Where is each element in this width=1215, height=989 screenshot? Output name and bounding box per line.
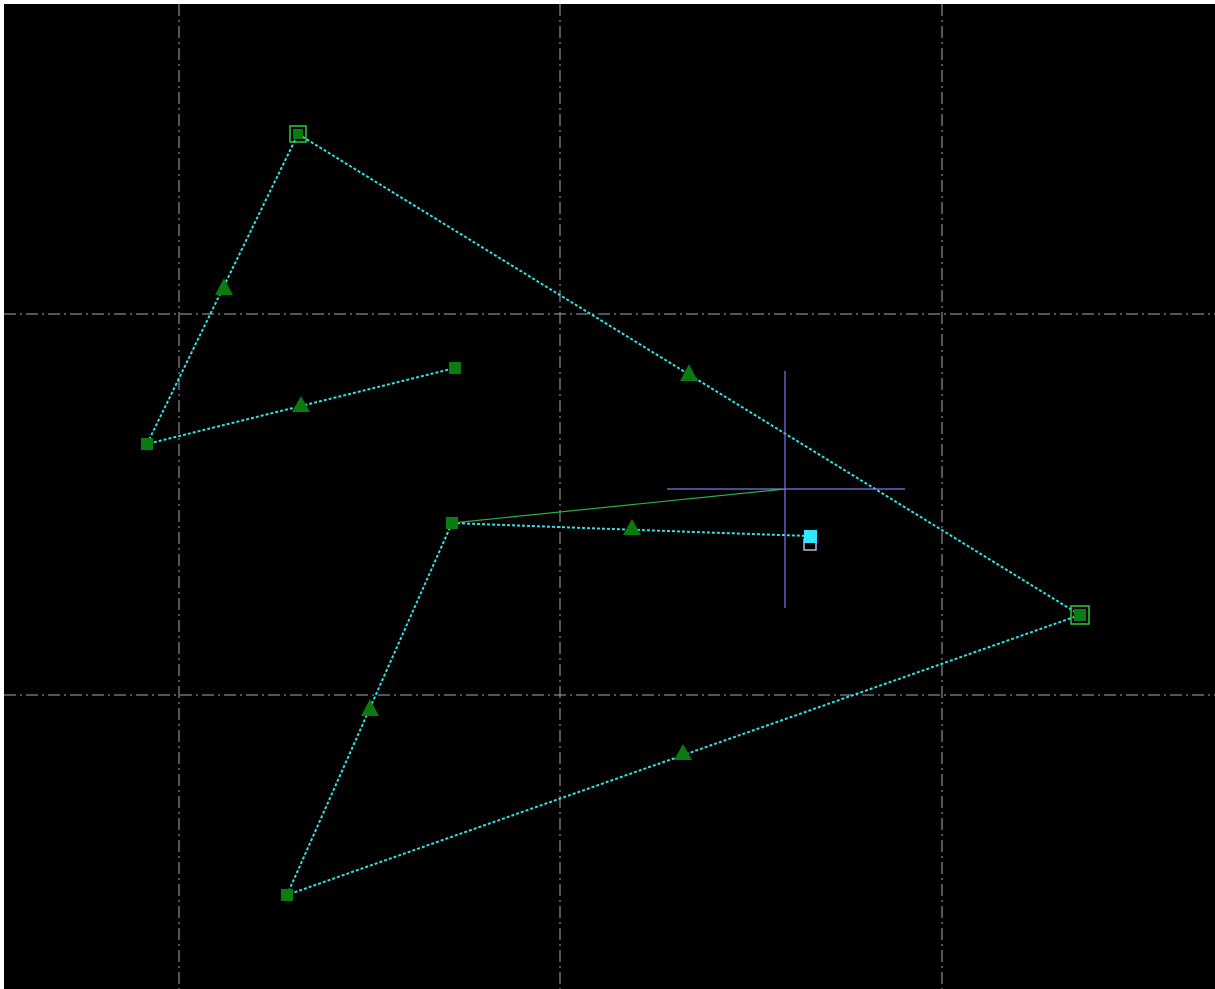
square-grip-icon[interactable] — [1070, 605, 1090, 625]
polyline-upper[interactable] — [145, 132, 1081, 616]
triangle-grip-icon[interactable] — [292, 396, 310, 412]
midpoint-grips[interactable] — [215, 278, 698, 760]
crosshair-cursor-icon — [667, 371, 905, 608]
drawing-canvas[interactable] — [4, 4, 1215, 989]
square-grip-icon[interactable] — [293, 129, 303, 139]
triangle-grip-icon[interactable] — [361, 699, 379, 716]
polyline-upper-path[interactable] — [145, 132, 1081, 616]
square-grip-icon[interactable] — [446, 517, 458, 529]
grid-lines — [4, 4, 1215, 989]
triangle-grip-icon[interactable] — [623, 519, 641, 535]
polyline-lower-path[interactable] — [285, 522, 1081, 897]
square-grip-icon[interactable] — [449, 362, 461, 374]
triangle-grip-icon[interactable] — [674, 744, 692, 760]
polyline-lower[interactable] — [285, 488, 1081, 897]
square-grip-icon[interactable] — [1074, 609, 1086, 621]
triangle-grip-icon[interactable] — [680, 364, 698, 381]
square-grip-icon[interactable] — [141, 438, 153, 450]
square-grip-icon[interactable] — [289, 125, 307, 143]
cursor-pickbox — [804, 530, 817, 543]
vertex-grips[interactable] — [141, 125, 1090, 901]
rubberband-line — [451, 488, 786, 524]
drawing-viewport[interactable] — [4, 4, 1215, 989]
square-grip-icon[interactable] — [281, 889, 293, 901]
triangle-grip-icon[interactable] — [215, 278, 233, 295]
